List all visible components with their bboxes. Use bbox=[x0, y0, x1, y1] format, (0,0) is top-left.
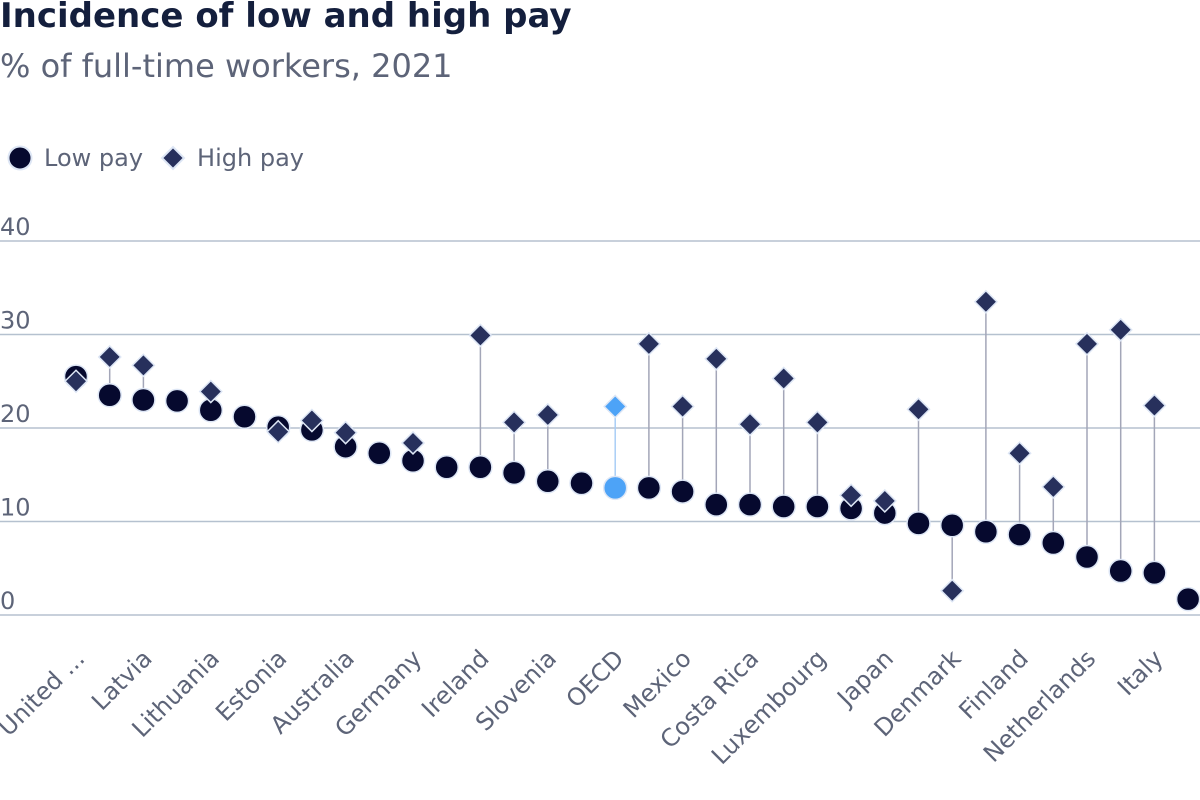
high-pay-point bbox=[906, 397, 931, 422]
high-pay-point bbox=[502, 410, 527, 435]
high-pay-point bbox=[704, 346, 729, 371]
high-pay-point bbox=[805, 410, 830, 435]
high-pay-point bbox=[333, 420, 358, 445]
legend: Low pay High pay bbox=[6, 144, 320, 172]
high-pay-point bbox=[1007, 441, 1032, 466]
y-tick-label: 20 bbox=[0, 400, 31, 428]
low-pay-point bbox=[131, 387, 156, 413]
high-pay-point bbox=[973, 289, 998, 314]
high-pay-point bbox=[63, 369, 89, 394]
high-pay-point bbox=[771, 366, 796, 391]
legend-item-high-pay[interactable]: High pay bbox=[159, 144, 304, 172]
y-tick-label: 30 bbox=[0, 307, 31, 335]
low-pay-point bbox=[939, 512, 965, 538]
legend-label-low-pay: Low pay bbox=[44, 144, 144, 172]
legend-diamond-marker bbox=[160, 145, 186, 171]
high-pay-point bbox=[636, 331, 661, 356]
high-pay-point bbox=[468, 323, 493, 348]
low-pay-point bbox=[805, 494, 830, 519]
low-pay-point bbox=[97, 383, 122, 408]
low-pay-point bbox=[1108, 558, 1133, 584]
low-pay-point bbox=[737, 492, 763, 517]
x-tick-label: United ... bbox=[0, 644, 90, 741]
low-pay-point bbox=[501, 460, 527, 486]
high-pay-point bbox=[266, 419, 291, 444]
low-pay-point bbox=[535, 469, 561, 494]
high-pay-point bbox=[872, 488, 897, 513]
low-pay-point bbox=[232, 404, 257, 430]
low-pay-point bbox=[704, 492, 729, 517]
low-pay-point bbox=[670, 479, 695, 504]
low-pay-point bbox=[1175, 586, 1200, 612]
high-pay-point bbox=[97, 344, 122, 370]
low-pay-point bbox=[973, 519, 999, 545]
low-pay-point bbox=[569, 470, 594, 496]
high-pay-point bbox=[299, 408, 324, 433]
high-pay-point bbox=[400, 430, 426, 456]
high-pay-point bbox=[1108, 317, 1133, 342]
high-pay-point bbox=[670, 394, 695, 419]
high-pay-point bbox=[131, 353, 156, 378]
high-pay-point bbox=[603, 394, 628, 419]
low-pay-point bbox=[771, 494, 796, 519]
y-tick-label: 10 bbox=[0, 494, 31, 522]
high-pay-point bbox=[1074, 331, 1100, 356]
low-pay-point bbox=[602, 475, 628, 501]
chart-title: Incidence of low and high pay bbox=[0, 0, 572, 36]
low-pay-point bbox=[434, 455, 459, 480]
low-pay-point bbox=[1041, 530, 1066, 556]
low-pay-point bbox=[164, 388, 190, 414]
low-pay-point bbox=[1074, 544, 1100, 570]
legend-item-low-pay[interactable]: Low pay bbox=[6, 144, 143, 172]
high-pay-point bbox=[1142, 393, 1167, 418]
y-tick-label: 40 bbox=[0, 213, 31, 241]
high-pay-point bbox=[737, 412, 763, 437]
high-pay-point bbox=[839, 483, 864, 508]
y-tick-label: 0 bbox=[0, 587, 15, 615]
low-pay-point bbox=[1007, 522, 1032, 547]
high-pay-point bbox=[940, 578, 965, 603]
low-pay-point bbox=[367, 440, 392, 466]
legend-circle-marker bbox=[7, 145, 33, 171]
high-pay-point bbox=[198, 379, 223, 404]
high-pay-point bbox=[1041, 474, 1066, 499]
x-tick-label: Italy bbox=[1112, 644, 1169, 701]
legend-label-high-pay: High pay bbox=[197, 144, 304, 172]
chart-subtitle: % of full-time workers, 2021 bbox=[0, 47, 453, 85]
low-pay-point bbox=[1142, 560, 1167, 586]
low-pay-point bbox=[636, 475, 662, 501]
low-pay-point bbox=[468, 455, 493, 480]
low-pay-point bbox=[906, 511, 931, 536]
high-pay-point bbox=[535, 402, 560, 427]
